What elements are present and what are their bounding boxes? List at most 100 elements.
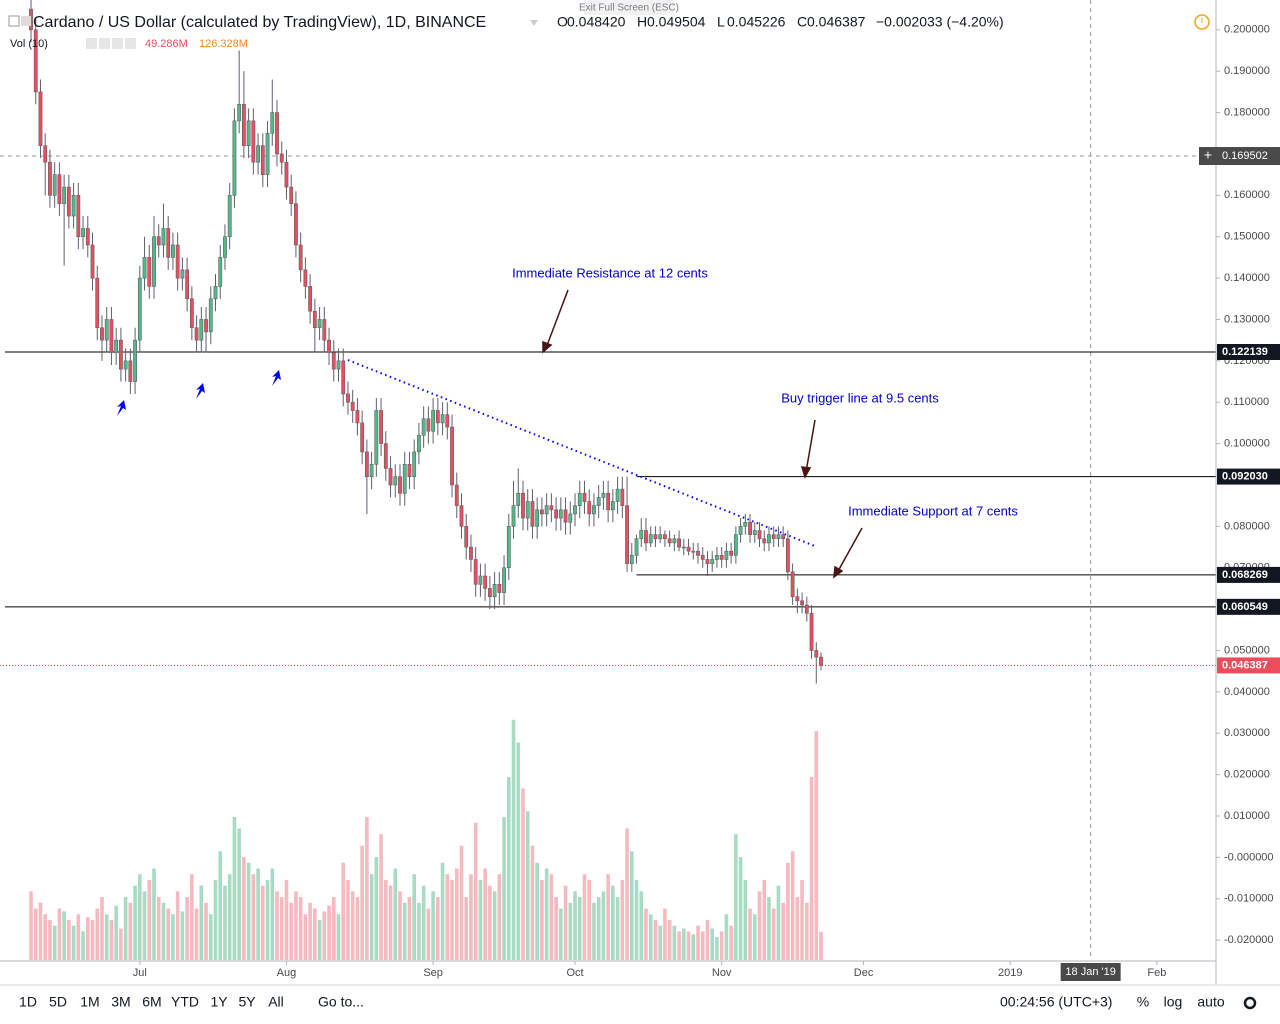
arrow: [545, 289, 569, 349]
candle-body: [312, 310, 317, 329]
volume-bar: [629, 851, 634, 960]
x-tick-label: Dec: [854, 967, 874, 979]
range-button[interactable]: 5Y: [238, 994, 256, 1010]
candle-body: [246, 120, 251, 146]
candle-body: [577, 492, 582, 506]
range-button[interactable]: All: [268, 994, 284, 1010]
volume-bar: [336, 914, 341, 960]
annotation: Immediate Support at 7 cents: [848, 503, 1018, 518]
y-tick-label: 0.080000: [1224, 520, 1270, 532]
icon[interactable]: [8, 15, 20, 27]
level-label: 0.092030: [1222, 470, 1268, 482]
alert-icon[interactable]: [1194, 14, 1210, 30]
volume-bar: [691, 934, 696, 960]
y-tick-label: 0.040000: [1224, 686, 1270, 698]
goto[interactable]: Go to...: [318, 994, 364, 1010]
candle-body: [109, 319, 114, 353]
volume-bar: [748, 908, 752, 960]
level-badge: [1217, 566, 1280, 583]
annotation: Immediate Resistance at 12 cents: [512, 265, 708, 280]
y-tick-label: -0.020000: [1224, 934, 1274, 946]
icon[interactable]: [21, 16, 31, 26]
candle-body: [729, 550, 734, 556]
candle-body: [294, 203, 298, 246]
volume-bar: [232, 817, 237, 960]
button[interactable]: [112, 38, 123, 49]
button[interactable]: [125, 38, 136, 49]
range-button[interactable]: 1Y: [210, 994, 228, 1010]
volume-bar: [95, 908, 100, 960]
candle-body: [587, 501, 592, 515]
exit-fullscreen-button[interactable]: [584, 0, 674, 15]
volume-bar: [540, 879, 544, 960]
candle-body: [199, 319, 204, 341]
button[interactable]: [86, 38, 97, 49]
volume-bar: [511, 719, 516, 960]
candle-body: [487, 588, 492, 598]
candle-body: [502, 567, 506, 593]
x-tick-label: Oct: [566, 967, 583, 979]
candle-body: [762, 538, 767, 544]
volume-bar: [634, 879, 639, 960]
volume-bar: [549, 874, 554, 960]
candle-body: [804, 604, 809, 614]
clock: 00:24:56 (UTC+3): [1000, 994, 1112, 1010]
exit-fullscreen[interactable]: Exit Full Screen (ESC): [579, 3, 679, 14]
arrow: [805, 419, 816, 473]
candle-body: [133, 339, 137, 382]
candle-body: [204, 319, 208, 333]
candle-body: [118, 339, 123, 370]
candle-body: [66, 186, 71, 217]
candle-body: [213, 286, 218, 300]
candle-body: [331, 352, 336, 370]
volume-bar: [492, 891, 497, 960]
candle-body: [606, 492, 611, 511]
candle-body: [270, 112, 275, 134]
settings-icon[interactable]: [1243, 996, 1257, 1010]
volume-value: 49.286M: [145, 38, 188, 50]
y-tick-label: 0.020000: [1224, 769, 1270, 781]
y-tick-label: 0.180000: [1224, 106, 1270, 118]
level-badge: [1217, 343, 1280, 360]
candle-body: [677, 538, 681, 548]
candle-body: [435, 410, 440, 424]
range-button[interactable]: 1D: [19, 994, 37, 1010]
candle-body: [648, 534, 653, 544]
range-button[interactable]: 6M: [142, 994, 161, 1010]
candle-body: [767, 534, 771, 544]
candle-body: [322, 319, 327, 341]
volume-bar: [516, 742, 521, 960]
volume-bar: [43, 914, 48, 960]
volume-bar: [767, 897, 771, 960]
candle-body: [492, 583, 497, 598]
crosshair-plus-button[interactable]: [1199, 147, 1217, 166]
change: −0.002033 (−4.20%): [876, 14, 1004, 30]
candle-body: [223, 236, 227, 258]
volume-bar: [464, 897, 469, 960]
volume-bar: [743, 879, 748, 960]
candle-body: [161, 228, 166, 246]
candle-body: [208, 298, 213, 333]
candle-body: [114, 339, 119, 353]
candle-body: [752, 530, 757, 535]
ohlc-legend: O 0.048420 H 0.049504 L 0.045226 C 0.046387: [557, 14, 866, 30]
range-button[interactable]: 1M: [80, 994, 99, 1010]
level-badge: [1217, 598, 1280, 615]
volume-bar: [473, 822, 478, 960]
volume-bar: [85, 917, 90, 960]
volume-bar: [81, 931, 85, 960]
volume-bar: [407, 897, 412, 960]
log-toggle[interactable]: log: [1164, 994, 1183, 1010]
dropdown[interactable]: [530, 20, 538, 26]
volume-bar: [544, 868, 549, 960]
volume-bar: [639, 891, 644, 960]
button[interactable]: [99, 38, 110, 49]
range-button[interactable]: YTD: [171, 994, 199, 1010]
auto-toggle[interactable]: auto: [1197, 994, 1224, 1010]
candle-body: [691, 550, 696, 553]
percent-toggle[interactable]: %: [1137, 994, 1149, 1010]
range-button[interactable]: 5D: [49, 994, 67, 1010]
volume-bar: [805, 902, 809, 960]
range-button[interactable]: 3M: [111, 994, 130, 1010]
volume-bar: [412, 874, 416, 960]
